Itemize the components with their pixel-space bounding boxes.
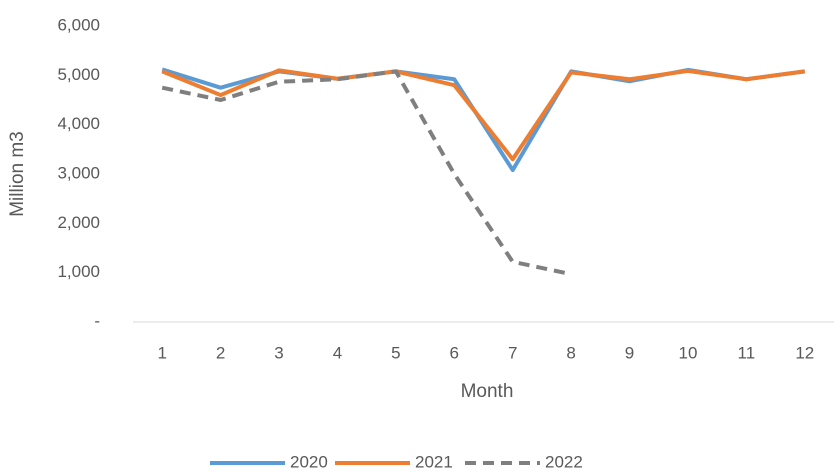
legend-label: 2021 — [415, 452, 453, 470]
y-tick-label: - — [94, 311, 100, 330]
x-tick-label: 10 — [678, 343, 697, 362]
x-tick-label: 4 — [333, 343, 342, 362]
y-tick-label: 6,000 — [57, 15, 100, 34]
x-tick-label: 6 — [450, 343, 459, 362]
x-tick-label: 9 — [625, 343, 634, 362]
series-line — [161, 69, 572, 277]
x-tick-label: 5 — [391, 343, 400, 362]
x-axis-label: Month — [461, 381, 514, 402]
y-tick-label: 4,000 — [57, 114, 100, 133]
x-tick-label: 7 — [508, 343, 517, 362]
legend-label: 2020 — [290, 452, 328, 470]
x-tick-label: 2 — [216, 343, 225, 362]
series-line — [161, 68, 806, 162]
x-tick-label: 8 — [566, 343, 575, 362]
x-tick-label: 11 — [738, 343, 756, 362]
legend-label: 2022 — [545, 452, 583, 470]
y-tick-label: 1,000 — [57, 262, 100, 281]
x-tick-label: 3 — [274, 343, 283, 362]
y-axis-label: Million m3 — [7, 131, 28, 217]
y-tick-label: 5,000 — [57, 65, 100, 84]
x-tick-label: 1 — [157, 343, 166, 362]
x-tick-label: 12 — [795, 343, 814, 362]
y-tick-label: 2,000 — [57, 213, 100, 232]
y-tick-label: 3,000 — [57, 163, 100, 182]
